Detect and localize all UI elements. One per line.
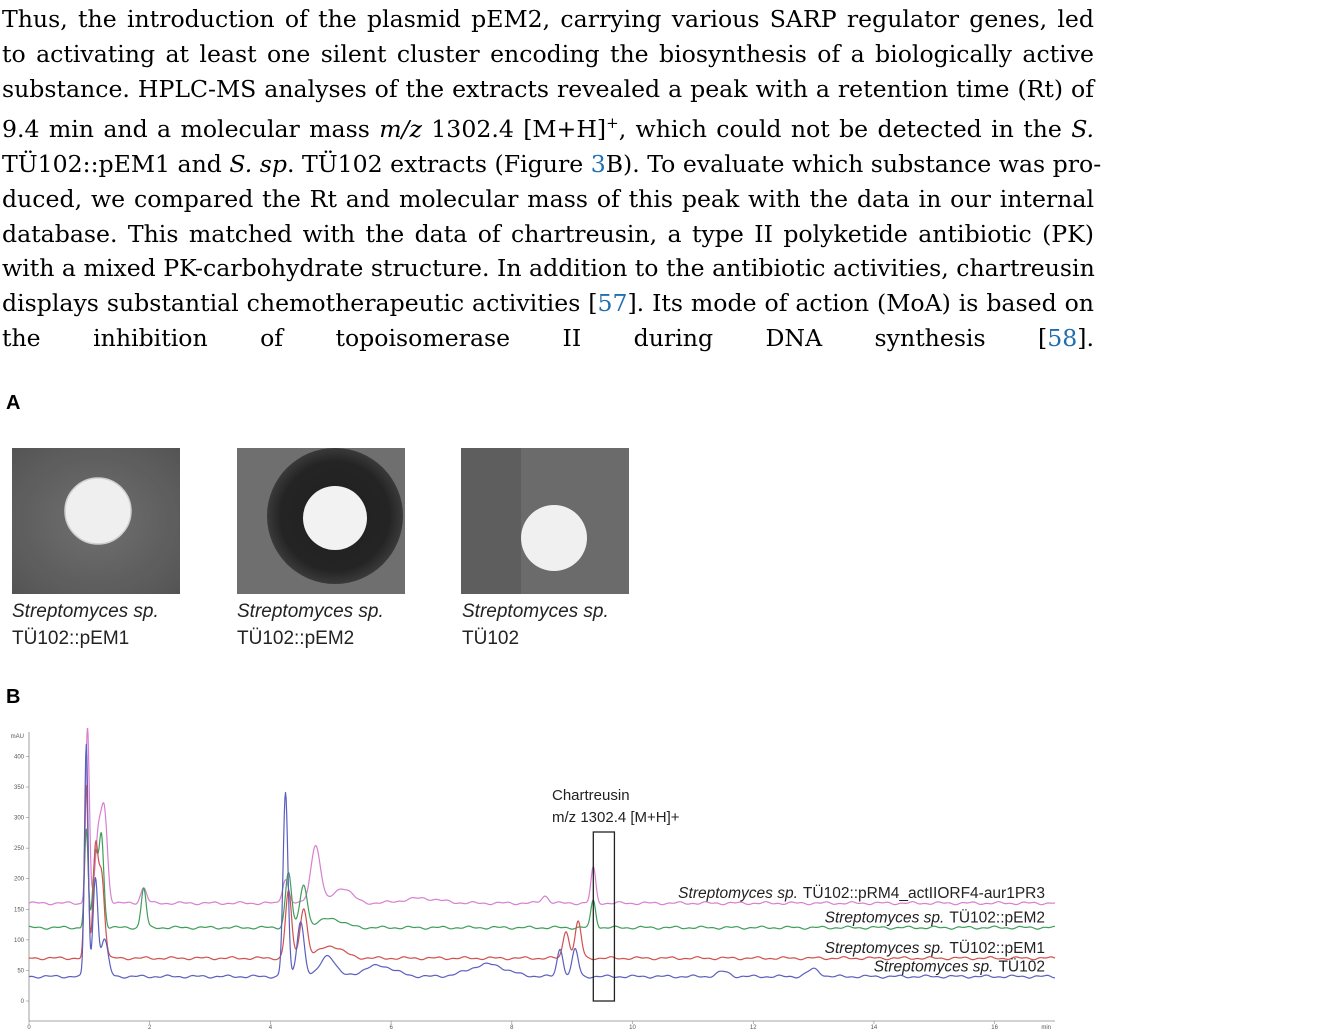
caption-strain: TÜ102: [462, 628, 520, 649]
caption-species: Streptomyces sp.: [462, 601, 609, 622]
caption-strain: TÜ102::pEM1: [12, 628, 130, 649]
y-unit-label: mAU: [11, 734, 24, 740]
trace-label-species: Streptomyces sp.: [678, 885, 798, 902]
paragraph-line: the inhibition of topoisomerase II durin…: [2, 324, 1094, 353]
y-tick-label: 400: [14, 754, 25, 760]
trace-label-strain: TÜ102::pEM2: [949, 909, 1045, 927]
y-tick-label: 300: [14, 816, 25, 822]
trace-label-species: Streptomyces sp.: [874, 959, 994, 976]
figure-link[interactable]: 3: [590, 150, 606, 179]
citation-link[interactable]: 57: [597, 289, 628, 318]
trace-label: Streptomyces sp. TÜ102::pEM2: [825, 909, 1045, 927]
paragraph-line: substance. HPLC-MS analyses of the extra…: [2, 74, 1094, 103]
x-tick-label: 6: [389, 1025, 393, 1031]
paragraph-line: 9.4 min and a molecular mass m/z 1302.4 …: [2, 114, 1095, 144]
chart-traces: [28, 728, 1056, 979]
citation-link[interactable]: 58: [1047, 324, 1078, 353]
trace-label: Streptomyces sp. TÜ102: [874, 958, 1045, 976]
y-tick-label: 200: [14, 877, 25, 883]
series-line: [28, 784, 1056, 961]
chartreusin-label: Chartreusin: [552, 787, 630, 804]
x-tick-label: 10: [629, 1025, 636, 1031]
x-tick-label: 16: [991, 1025, 998, 1031]
plate-caption-tu102: Streptomyces sp. TÜ102: [462, 598, 609, 652]
y-tick-label: 50: [17, 968, 24, 974]
plate-image-tu102: [461, 448, 629, 594]
plate-caption-pem1: Streptomyces sp. TÜ102::pEM1: [12, 598, 159, 652]
plate-caption-pem2: Streptomyces sp. TÜ102::pEM2: [237, 598, 384, 652]
paragraph-line: with a mixed PK-carbohydrate structure. …: [2, 254, 1095, 283]
x-tick-label: 8: [510, 1025, 514, 1031]
trace-label-strain: TÜ102: [998, 958, 1045, 976]
caption-strain: TÜ102::pEM2: [237, 628, 355, 649]
body-paragraph: Thus, the introduction of the plasmid pE…: [2, 2, 1102, 356]
y-tick-label: 350: [14, 785, 25, 791]
caption-species: Streptomyces sp.: [237, 601, 384, 622]
trace-label-species: Streptomyces sp.: [825, 910, 945, 927]
y-tick-label: 0: [21, 999, 25, 1005]
trace-label-strain: TÜ102::pRM4_actIIORF4-aur1PR3: [803, 884, 1045, 902]
hplc-chromatogram: 0 50 100 150 200 250 300 350 400 mAU 0 2 4 6 8 10 12 14 16…: [11, 728, 1056, 1031]
paragraph-line: database. This matched with the data of …: [2, 219, 1094, 248]
series-line: [28, 828, 1055, 930]
paragraph-line: Thus, the introduction of the plasmid pE…: [2, 5, 1094, 33]
paragraph-line: displays substantial chemotherapeutic ac…: [2, 289, 1094, 318]
x-unit-label: min: [1041, 1025, 1051, 1031]
chart-annotation: Chartreusin m/z 1302.4 [M+H]+: [552, 787, 680, 1002]
x-tick-label: 0: [27, 1025, 31, 1031]
paragraph-line: duced, we compared the Rt and molecular …: [2, 184, 1094, 213]
plate-image-pem1: [12, 448, 180, 594]
paragraph-line: to activating at least one silent cluste…: [2, 39, 1094, 68]
series-line: [28, 743, 1055, 979]
y-tick-label: 250: [14, 846, 25, 852]
panel-b-label: B: [6, 686, 21, 708]
trace-label: Streptomyces sp. TÜ102::pRM4_actIIORF4-au…: [678, 884, 1045, 902]
plate-image-pem2: [237, 448, 405, 594]
y-tick-label: 100: [14, 938, 25, 944]
x-tick-label: 14: [871, 1025, 878, 1031]
chartreusin-peak-box: [592, 831, 616, 1002]
x-tick-label: 2: [148, 1025, 152, 1031]
trace-labels: Streptomyces sp. TÜ102::pRM4_actIIORF4-au…: [678, 884, 1045, 975]
caption-species: Streptomyces sp.: [12, 601, 159, 622]
x-tick-label: 4: [269, 1025, 273, 1031]
paragraph-line: TÜ102::pEM1 and S. sp. TÜ102 extracts (F…: [2, 150, 1102, 179]
trace-label-strain: TÜ102::pEM1: [949, 939, 1045, 957]
series-line: [28, 728, 1056, 906]
chartreusin-mass-label: m/z 1302.4 [M+H]+: [552, 809, 680, 826]
chart-axes: 0 50 100 150 200 250 300 350 400 mAU 0 2 4 6 8 10 12 14 16…: [11, 732, 1055, 1031]
x-tick-label: 12: [750, 1025, 757, 1031]
y-tick-label: 150: [14, 907, 25, 913]
trace-label: Streptomyces sp. TÜ102::pEM1: [825, 939, 1045, 957]
trace-label-species: Streptomyces sp.: [825, 940, 945, 957]
panel-a-label: A: [6, 392, 21, 414]
